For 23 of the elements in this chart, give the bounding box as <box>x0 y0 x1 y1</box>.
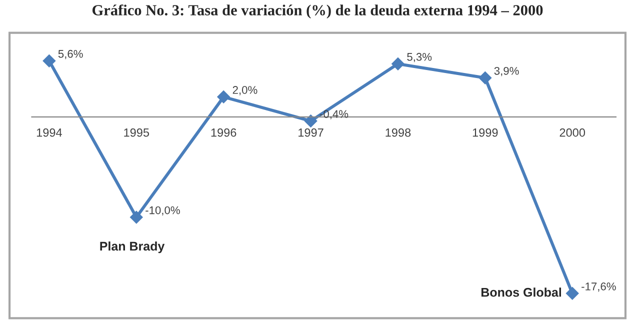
data-label: 5,6% <box>58 50 83 60</box>
data-label: 5,3% <box>407 52 432 62</box>
data-label: -10,0% <box>146 206 180 216</box>
point <box>304 114 318 128</box>
point <box>217 90 230 104</box>
chart-title: Gráfico No. 3: Tasa de variación (%) de la deuda externa 1994 – 2000 <box>92 4 543 18</box>
data-label: -17,6% <box>582 282 616 292</box>
x-tick-label: 1996 <box>211 128 236 137</box>
point <box>478 71 492 84</box>
x-tick-label: 1998 <box>386 128 411 137</box>
x-tick-label: 1997 <box>298 128 324 137</box>
point <box>130 210 143 224</box>
point <box>566 287 579 300</box>
x-tick-label: 1995 <box>124 128 150 137</box>
point <box>392 57 404 70</box>
x-tick-label: 1994 <box>36 128 62 137</box>
data-label: 3,9% <box>494 66 519 76</box>
annotation: Bonos Global <box>481 288 562 297</box>
point <box>42 54 56 68</box>
data-label: 2,0% <box>232 86 258 96</box>
x-tick-label: 1999 <box>472 128 498 137</box>
annotation: Plan Brady <box>100 241 165 254</box>
x-tick-label: 2000 <box>560 128 586 137</box>
